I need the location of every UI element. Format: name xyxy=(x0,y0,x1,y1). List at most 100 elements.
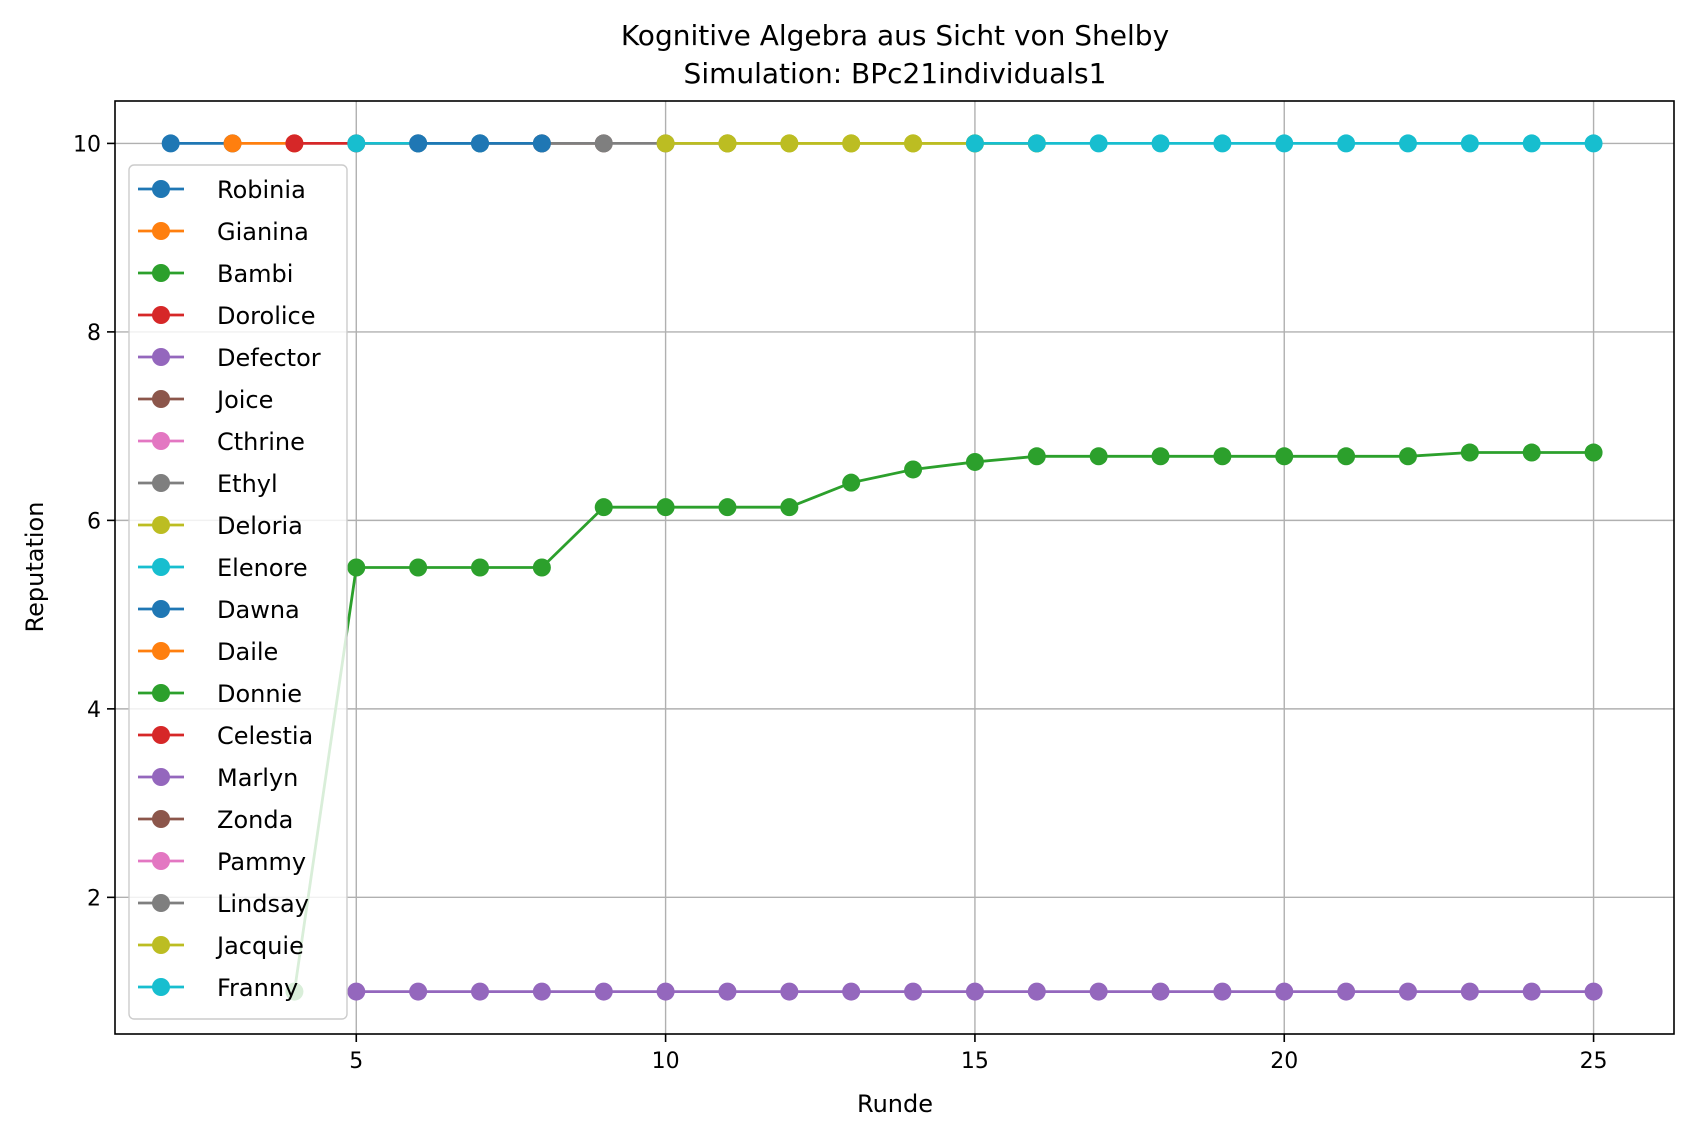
data-point xyxy=(718,498,737,517)
plot-series xyxy=(161,134,1603,1001)
series-dawna xyxy=(409,134,551,153)
data-point xyxy=(1275,134,1294,153)
data-point xyxy=(1398,982,1417,1001)
data-point xyxy=(471,134,490,153)
legend-label: Dorolice xyxy=(217,302,315,330)
legend-label: Franny xyxy=(217,974,298,1002)
data-point xyxy=(1151,134,1170,153)
legend-label: Cthrine xyxy=(217,428,305,456)
legend-marker xyxy=(152,474,170,492)
series-bambi xyxy=(285,443,1603,1001)
data-point xyxy=(965,452,984,471)
legend-label: Celestia xyxy=(217,722,313,750)
data-point xyxy=(1213,134,1232,153)
legend-marker xyxy=(152,894,170,912)
data-point xyxy=(594,982,613,1001)
legend-marker xyxy=(152,306,170,324)
data-point xyxy=(1089,134,1108,153)
legend-label: Bambi xyxy=(217,260,293,288)
legend-box xyxy=(128,164,348,1020)
y-axis-label: Reputation xyxy=(21,502,49,633)
data-point xyxy=(1460,134,1479,153)
chart-subtitle: Simulation: BPc21individuals1 xyxy=(684,57,1107,90)
data-point xyxy=(1584,982,1603,1001)
data-point xyxy=(161,134,180,153)
data-point xyxy=(409,982,428,1001)
data-point xyxy=(1337,134,1356,153)
data-point xyxy=(904,460,923,479)
legend-label: Robinia xyxy=(217,176,306,204)
legend-marker xyxy=(152,978,170,996)
legend-label: Defector xyxy=(217,344,321,372)
data-point xyxy=(1027,447,1046,466)
data-point xyxy=(347,134,366,153)
data-point xyxy=(904,982,923,1001)
legend-label: Jacquie xyxy=(215,932,304,960)
legend-marker xyxy=(152,516,170,534)
y-tick-label: 8 xyxy=(87,321,101,346)
legend-marker xyxy=(152,810,170,828)
data-point xyxy=(409,134,428,153)
series-line xyxy=(293,451,1594,992)
x-axis-label: Runde xyxy=(857,1090,933,1118)
data-point xyxy=(471,558,490,577)
data-point xyxy=(842,134,861,153)
data-point xyxy=(780,982,799,1001)
axis-ticks: 5 10 15 20 25 2 4 6 8 10 xyxy=(73,132,1608,1074)
data-point xyxy=(780,134,799,153)
legend-marker xyxy=(152,684,170,702)
data-point xyxy=(1337,447,1356,466)
data-point xyxy=(842,982,861,1001)
legend-marker xyxy=(152,936,170,954)
chart-title: Kognitive Algebra aus Sicht von Shelby xyxy=(621,19,1169,52)
x-tick-label: 15 xyxy=(961,1049,989,1074)
x-tick-label: 20 xyxy=(1270,1049,1298,1074)
x-tick-label: 10 xyxy=(652,1049,680,1074)
data-point xyxy=(718,982,737,1001)
data-point xyxy=(532,558,551,577)
data-point xyxy=(1584,134,1603,153)
legend-label: Gianina xyxy=(217,218,309,246)
legend-marker xyxy=(152,348,170,366)
data-point xyxy=(1522,982,1541,1001)
data-point xyxy=(1151,447,1170,466)
y-tick-label: 2 xyxy=(87,886,101,911)
plot-frame xyxy=(114,100,1675,1035)
y-tick-label: 10 xyxy=(73,132,101,157)
data-point xyxy=(594,498,613,517)
data-point xyxy=(965,982,984,1001)
legend-marker xyxy=(152,558,170,576)
data-point xyxy=(780,498,799,517)
data-point xyxy=(347,558,366,577)
legend-label: Zonda xyxy=(217,806,293,834)
legend-label: Deloria xyxy=(217,512,303,540)
data-point xyxy=(1337,982,1356,1001)
legend-label: Joice xyxy=(215,386,273,414)
data-point xyxy=(532,134,551,153)
series-franny xyxy=(965,134,1603,153)
data-point xyxy=(718,134,737,153)
data-point xyxy=(1027,982,1046,1001)
legend-marker xyxy=(152,264,170,282)
legend-marker xyxy=(152,432,170,450)
data-point xyxy=(347,982,366,1001)
data-point xyxy=(285,134,304,153)
y-tick-label: 4 xyxy=(87,698,101,723)
legend-marker xyxy=(152,600,170,618)
data-point xyxy=(842,473,861,492)
data-point xyxy=(1460,982,1479,1001)
data-point xyxy=(532,982,551,1001)
legend-label: Donnie xyxy=(217,680,302,708)
data-point xyxy=(1522,443,1541,462)
legend-label: Dawna xyxy=(217,596,300,624)
data-point xyxy=(656,498,675,517)
data-point xyxy=(1089,982,1108,1001)
data-point xyxy=(1027,134,1046,153)
data-point xyxy=(594,134,613,153)
data-point xyxy=(965,134,984,153)
legend-label: Daile xyxy=(217,638,278,666)
data-point xyxy=(1522,134,1541,153)
legend-marker xyxy=(152,642,170,660)
x-tick-label: 25 xyxy=(1580,1049,1608,1074)
